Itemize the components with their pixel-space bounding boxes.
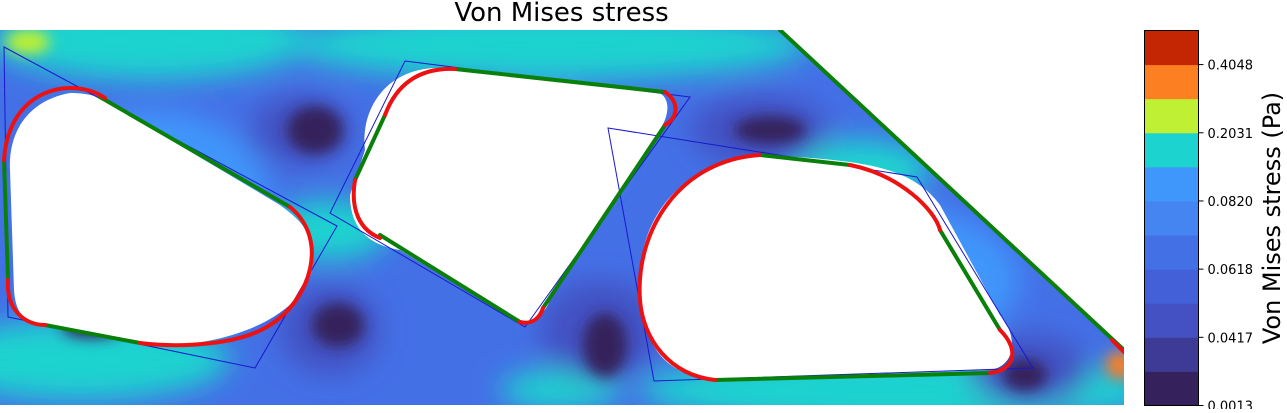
arc (663, 90, 678, 127)
colorbar-bands (1144, 30, 1199, 406)
colorbar-band (1144, 303, 1199, 338)
segment (713, 371, 992, 382)
segment (778, 30, 1124, 352)
colorbar-band (1144, 132, 1199, 168)
arc (637, 153, 762, 382)
colorbar-tick-label: 0.0820 (1208, 195, 1254, 210)
colorbar-band (1144, 269, 1199, 304)
stress-field-plot (0, 30, 1124, 405)
chart-title: Von Mises stress (454, 0, 669, 28)
arc (1110, 338, 1124, 354)
segment (43, 323, 142, 345)
hole-left (9, 93, 314, 346)
boundary-segments (2, 30, 1124, 382)
segment (453, 67, 667, 94)
arc (138, 205, 314, 348)
colorbar-tick-label: 0.0618 (1208, 263, 1254, 278)
colorbar-band (1144, 64, 1199, 100)
colorbar-tick-label: 0.4048 (1208, 59, 1254, 74)
colorbar-band (1144, 337, 1199, 372)
hole-middle (350, 68, 668, 322)
segment (758, 153, 852, 167)
segment (378, 233, 522, 324)
colorbar-band (1144, 235, 1199, 270)
colorbar-band (1144, 166, 1199, 202)
colorbar-ticks: 0.0013 0.0417 0.0618 0.0820 0.2031 0.4048 (1198, 59, 1254, 410)
segment (2, 158, 10, 282)
arc (351, 178, 382, 240)
colorbar: 0.0013 0.0417 0.0618 0.0820 0.2031 0.4048 (1144, 30, 1254, 410)
hole-right (640, 155, 1012, 380)
colorbar-label: Von Mises stress (Pa) (1258, 91, 1286, 345)
arc (5, 278, 47, 327)
arc (848, 163, 942, 232)
colorbar-tick-label: 0.0013 (1208, 400, 1254, 410)
segment (938, 228, 1002, 332)
segment (353, 113, 387, 182)
arc (383, 66, 457, 117)
colorbar-tick-label: 0.2031 (1208, 127, 1254, 142)
arc (2, 85, 107, 162)
colorbar-band (1144, 30, 1199, 66)
arc (988, 328, 1015, 375)
colorbar-band (1144, 371, 1199, 406)
colorbar-tick-label: 0.0417 (1208, 331, 1254, 346)
colorbar-frame (1144, 30, 1199, 406)
arc (518, 306, 545, 325)
colorbar-band (1144, 98, 1199, 134)
colorbar-band (1144, 200, 1199, 236)
boundary-arcs (2, 66, 1124, 382)
segment (98, 95, 292, 209)
segment (541, 123, 667, 310)
